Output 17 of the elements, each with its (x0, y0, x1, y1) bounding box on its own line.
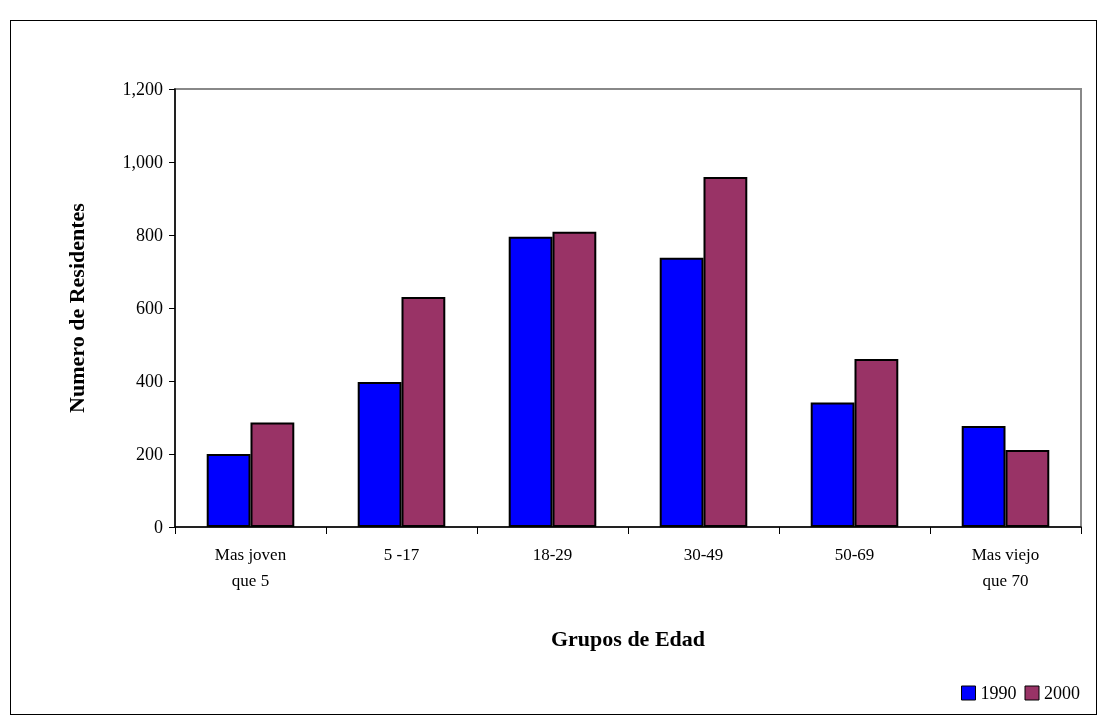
y-tick-label: 200 (136, 444, 163, 464)
x-tick-label: Mas viejo que 70 (971, 544, 1040, 590)
x-tick-label: 30-49 (683, 544, 724, 564)
y-axis-title: Numero de Residentes (63, 202, 89, 413)
y-tick-label: 800 (136, 225, 163, 245)
x-tick-label: Mas joven que 5 (214, 544, 287, 590)
legend-label: 1990 (980, 683, 1017, 703)
y-tick-label: 600 (136, 298, 163, 318)
x-axis-title: Grupos de Edad (550, 625, 706, 651)
y-tick-label: 0 (154, 517, 163, 537)
y-tick-label: 1,000 (122, 152, 163, 172)
y-tick-label: 1,200 (122, 79, 163, 99)
x-tick-label: 18-29 (532, 544, 573, 564)
x-tick-label: 5 -17 (383, 544, 420, 564)
legend-label: 2000 (1044, 683, 1080, 703)
x-tick-label: 50-69 (834, 544, 875, 564)
y-tick-label: 400 (136, 371, 163, 391)
